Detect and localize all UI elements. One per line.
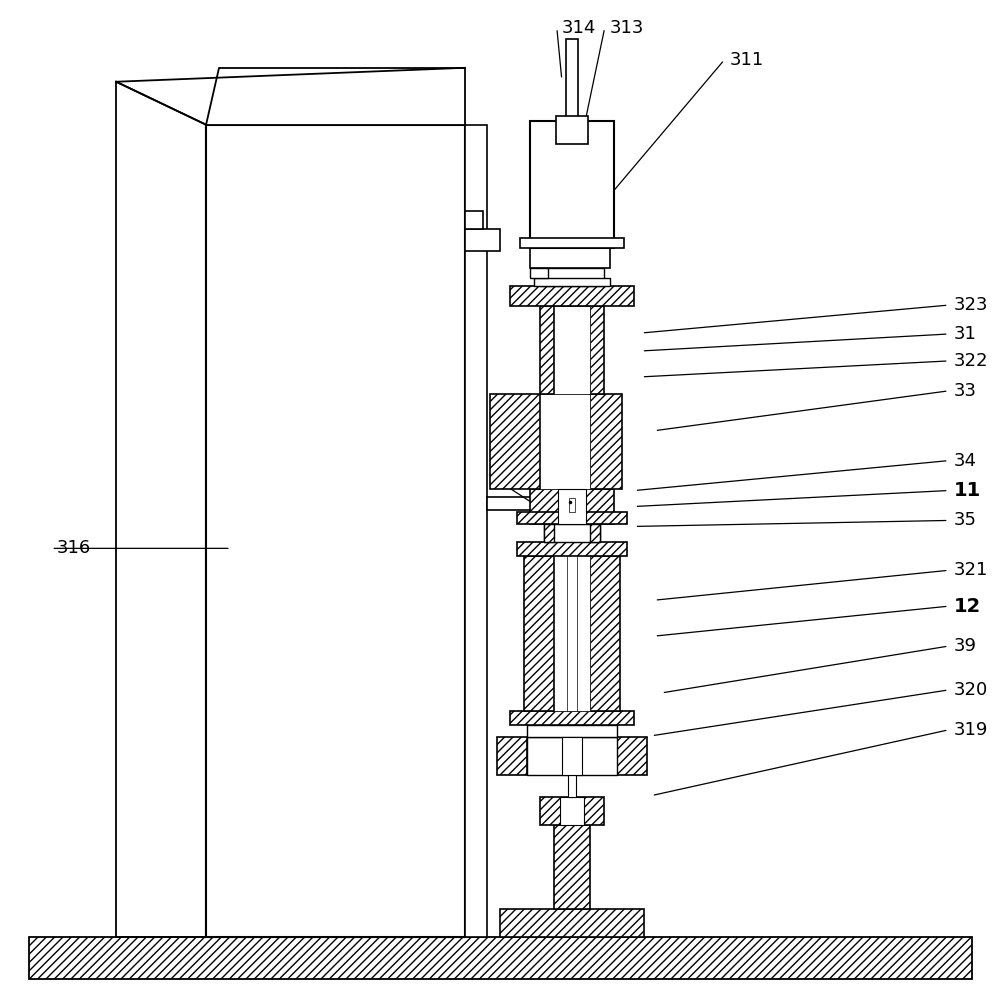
Text: 35: 35 (954, 511, 977, 529)
Text: 12: 12 (954, 596, 981, 616)
Bar (530, 268, 548, 278)
Bar (590, 556, 620, 711)
Bar (510, 711, 634, 725)
Text: 33: 33 (954, 382, 977, 400)
Text: 319: 319 (954, 721, 988, 739)
Text: 311: 311 (729, 51, 764, 69)
Text: 321: 321 (954, 561, 988, 579)
Bar (465, 229, 500, 251)
Bar (465, 211, 483, 229)
Bar (490, 394, 540, 489)
Bar (540, 394, 590, 489)
Bar (517, 512, 627, 524)
Text: 39: 39 (954, 637, 977, 655)
Bar (530, 248, 610, 268)
Bar (558, 489, 586, 524)
Bar (590, 524, 600, 542)
Bar (562, 737, 582, 775)
Bar (567, 556, 577, 711)
Bar (554, 306, 590, 394)
Bar (527, 725, 617, 737)
Bar (497, 737, 527, 775)
Text: 316: 316 (56, 539, 91, 557)
Bar (540, 306, 554, 394)
Bar (517, 542, 627, 556)
Bar (544, 524, 600, 542)
Text: 320: 320 (954, 681, 988, 699)
Text: 38: 38 (492, 465, 515, 483)
Bar (540, 797, 604, 825)
Bar (544, 524, 554, 542)
Bar (510, 286, 634, 306)
Text: 313: 313 (610, 19, 644, 37)
Bar (568, 775, 576, 797)
Bar (569, 498, 575, 512)
Text: 31: 31 (954, 325, 977, 343)
Text: 34: 34 (954, 452, 977, 470)
Bar (617, 737, 647, 775)
Bar (560, 797, 584, 825)
Bar (527, 737, 617, 775)
Bar (556, 116, 588, 144)
Bar (520, 238, 624, 248)
Bar (206, 125, 465, 937)
Text: 323: 323 (954, 296, 988, 314)
Bar (554, 556, 590, 711)
Bar (29, 937, 972, 979)
Bar (590, 394, 622, 489)
Bar (524, 556, 554, 711)
Bar (500, 909, 644, 937)
Bar (566, 39, 578, 121)
Text: 314: 314 (562, 19, 596, 37)
Text: 11: 11 (954, 481, 981, 500)
Bar (530, 489, 614, 524)
Bar (590, 306, 604, 394)
Bar (530, 121, 614, 248)
Polygon shape (206, 68, 465, 125)
Bar (206, 125, 465, 937)
Bar (540, 268, 604, 286)
Text: 322: 322 (954, 352, 988, 370)
Bar (554, 825, 590, 909)
Bar (465, 125, 487, 937)
Bar (534, 278, 610, 286)
Bar (487, 497, 532, 510)
